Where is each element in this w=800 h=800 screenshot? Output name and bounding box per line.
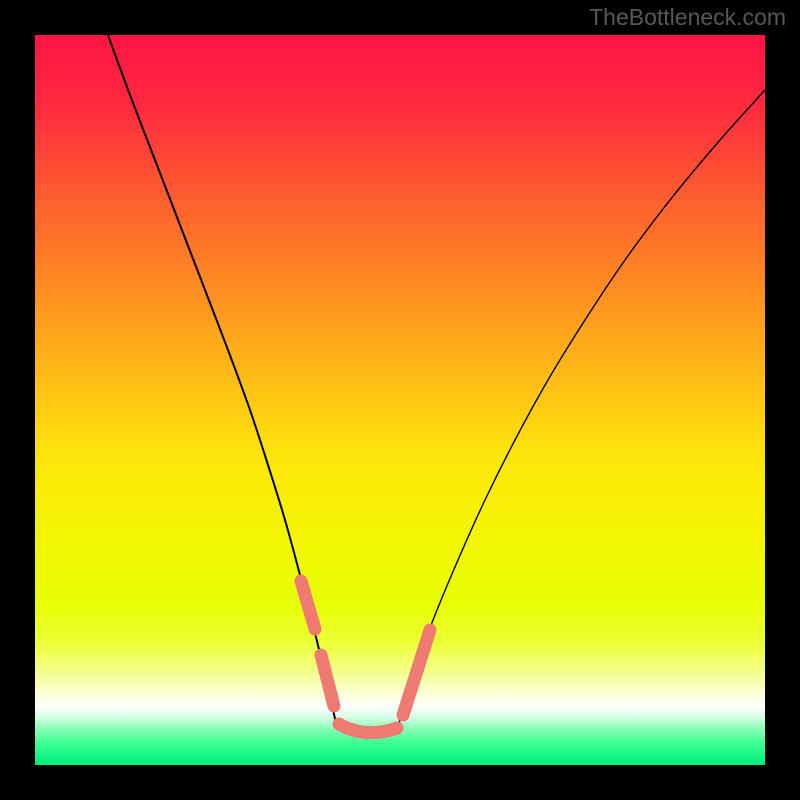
stage: TheBottleneck.com — [0, 0, 800, 800]
watermark: TheBottleneck.com — [589, 4, 786, 31]
chart-svg — [0, 0, 800, 800]
plot-background — [35, 35, 765, 765]
